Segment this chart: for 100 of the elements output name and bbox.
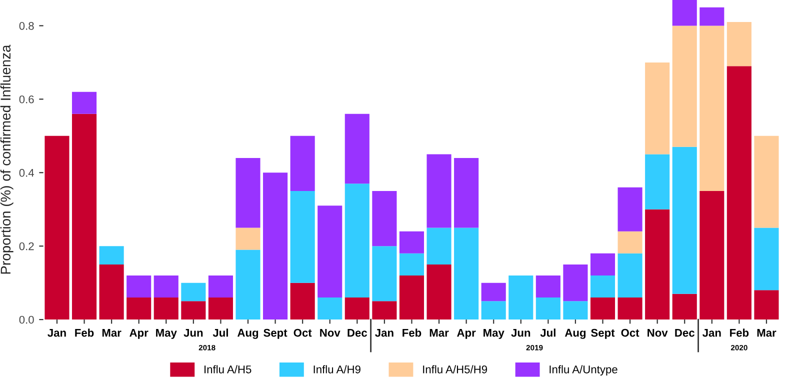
x-tick-label: Aug [237,328,258,339]
bar [726,66,752,320]
bar [672,0,697,26]
bar [236,228,260,250]
bar [645,62,670,154]
bar [590,298,616,320]
bar [399,253,424,276]
bar [290,190,315,283]
bar [126,275,152,298]
bar [399,231,424,254]
x-tick-label: Mar [430,328,449,337]
x-tick-label: Jul [540,328,556,337]
bar [672,146,697,294]
x-tick-label: Feb [402,328,422,337]
bar [454,158,479,228]
x-tick-label: Feb [730,328,749,337]
bar [126,298,152,320]
bar [426,228,452,264]
legend-label: Influ A/Untype [550,365,618,376]
x-tick-label: Jan [702,328,721,337]
x-tick-label: Apr [457,328,476,339]
bar [481,301,506,320]
x-tick-label: May [156,328,177,339]
bar [590,275,616,298]
bar [700,7,724,26]
x-tick-label: Apr [130,328,148,339]
bar [99,264,124,320]
bar [208,298,233,320]
bar [426,264,452,320]
bar [99,246,124,264]
bar [590,253,616,276]
y-tick-label: 0.0 [19,316,34,324]
x-tick-label: Nov [320,328,340,337]
x-tick-label: Sept [264,328,288,339]
bar [181,301,206,320]
legend-label: Influ A/H9 [314,365,360,374]
bar [426,154,452,228]
bar [454,228,479,320]
bar [72,114,97,320]
bar [536,298,560,320]
y-tick-label: 0.4 [19,168,34,177]
bar [344,184,370,298]
bar [700,190,724,320]
bar [72,92,97,114]
x-tick-label: Jun [184,328,203,337]
x-tick-label: Mar [102,328,122,337]
legend-label: Influ A/H5/H9 [423,365,488,374]
bar [399,275,424,320]
bar [672,294,697,320]
bar [508,275,534,320]
bar [672,26,697,147]
bar [290,282,315,320]
x-tick-label: Jan [375,328,394,337]
bar [563,264,588,302]
x-tick-label: Mar [757,328,776,337]
bar [618,298,642,320]
bar [618,253,642,298]
bar [372,190,397,246]
x-tick-label: Oct [621,328,640,337]
y-tick-label: 0.6 [19,95,34,104]
bar [700,26,724,191]
bar [754,290,779,320]
bar [481,282,506,302]
bar [536,275,560,298]
bar [618,187,642,232]
bar [318,298,342,320]
x-tick-label: Oct [294,328,312,337]
y-axis-title: Proportion (%) of confirmed Influenza [0,44,14,274]
bar [618,231,642,254]
x-tick-label: Nov [648,328,668,337]
bar [236,158,260,228]
bar [372,246,397,302]
y-tick-label: 0.8 [19,22,34,30]
bar [44,136,70,320]
y-tick-label: 0.2 [19,242,34,250]
bar [181,282,206,302]
bar [208,275,233,298]
bar [290,136,315,191]
bar [645,209,670,320]
bar [726,22,752,66]
bar [344,114,370,184]
x-tick-label: Jan [48,328,66,337]
x-tick-label: Jul [212,328,228,337]
bar [236,250,260,320]
bar [154,275,178,298]
bar [344,298,370,320]
x-tick-label: Aug [564,328,586,339]
x-tick-label: Sept [591,328,615,339]
x-tick-label: Feb [75,328,94,337]
bar [645,154,670,210]
bar [563,301,588,320]
bar [154,298,178,320]
bar [372,301,397,320]
x-tick-label: Jun [511,328,530,337]
bar [754,136,779,228]
legend-label: Influ A/H5 [204,365,252,374]
x-tick-label: Dec [675,328,694,337]
bar [318,206,342,298]
bar [263,172,288,320]
x-tick-label: May [484,328,504,339]
